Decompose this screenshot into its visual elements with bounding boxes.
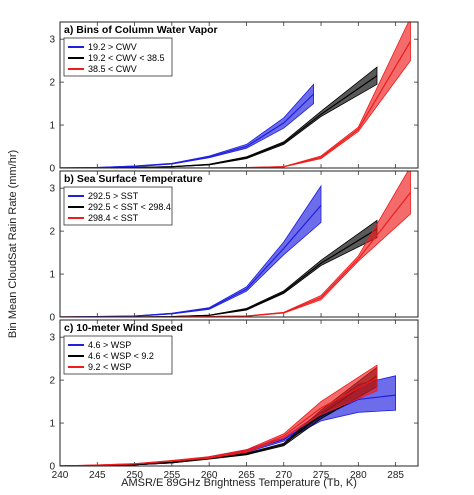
legend-entry: 4.6 < WSP < 9.2 xyxy=(88,351,154,361)
legend-entry: 9.2 < WSP xyxy=(88,362,131,372)
x-tick-label: 260 xyxy=(201,470,218,481)
y-tick-label: 0 xyxy=(49,462,55,473)
y-tick-label: 0 xyxy=(49,313,55,324)
y-tick-label: 1 xyxy=(49,121,55,132)
series-line xyxy=(60,377,378,466)
legend-entry: 292.5 > SST xyxy=(88,191,139,201)
y-tick-label: 0 xyxy=(49,164,55,175)
plot-frame xyxy=(59,319,419,467)
x-tick-label: 250 xyxy=(126,470,143,481)
x-tick-label: 240 xyxy=(52,470,69,481)
legend-entry: 4.6 > WSP xyxy=(88,340,131,350)
legend-entry: 298.4 < SST xyxy=(88,213,139,223)
plot-frame xyxy=(59,170,419,318)
x-tick-label: 265 xyxy=(238,470,255,481)
legend-entry: 292.5 < SST < 298.4 xyxy=(88,202,171,212)
legend-entry: 19.2 > CWV xyxy=(88,42,137,52)
series-line xyxy=(60,40,412,168)
panel-b: 0 1 2 3 b) Sea Surface Temperature 292.5 > SS… xyxy=(49,170,419,324)
panel-c: 240 245 250 255 260 265 270 275 280 285 0 1 2 3 c) 10-… xyxy=(49,319,419,481)
x-tick-label: 245 xyxy=(89,470,106,481)
panel-a: 0 1 2 3 a) Bins of Column Water Vapor 19.2 > … xyxy=(49,21,419,175)
y-tick-label: 3 xyxy=(49,35,55,46)
panel-title: b) Sea Surface Temperature xyxy=(64,173,203,185)
panel-title: a) Bins of Column Water Vapor xyxy=(64,24,218,36)
x-tick-label: 280 xyxy=(350,470,367,481)
legend-entry: 38.5 < CWV xyxy=(88,64,137,74)
y-tick-label: 2 xyxy=(49,227,55,238)
y-tick-label: 2 xyxy=(49,376,55,387)
panel-title: c) 10-meter Wind Speed xyxy=(64,322,183,334)
y-axis-label: Bin Mean CloudSat Rain Rate (mm/hr) xyxy=(7,150,19,338)
y-tick-label: 1 xyxy=(49,419,55,430)
y-tick-label: 1 xyxy=(49,270,55,281)
x-axis-label: AMSR/E 89GHz Brightness Temperature (Tb,… xyxy=(121,477,357,489)
legend-entry: 19.2 < CWV < 38.5 xyxy=(88,53,165,63)
plot-frame xyxy=(59,21,419,169)
y-tick-label: 2 xyxy=(49,78,55,89)
series-line xyxy=(60,192,411,317)
series-group xyxy=(60,364,396,466)
x-tick-label: 255 xyxy=(164,470,181,481)
x-tick-label: 270 xyxy=(275,470,292,481)
x-tick-label: 285 xyxy=(387,470,404,481)
y-tick-label: 3 xyxy=(49,333,55,344)
x-tick-label: 275 xyxy=(313,470,330,481)
y-tick-label: 3 xyxy=(49,184,55,195)
